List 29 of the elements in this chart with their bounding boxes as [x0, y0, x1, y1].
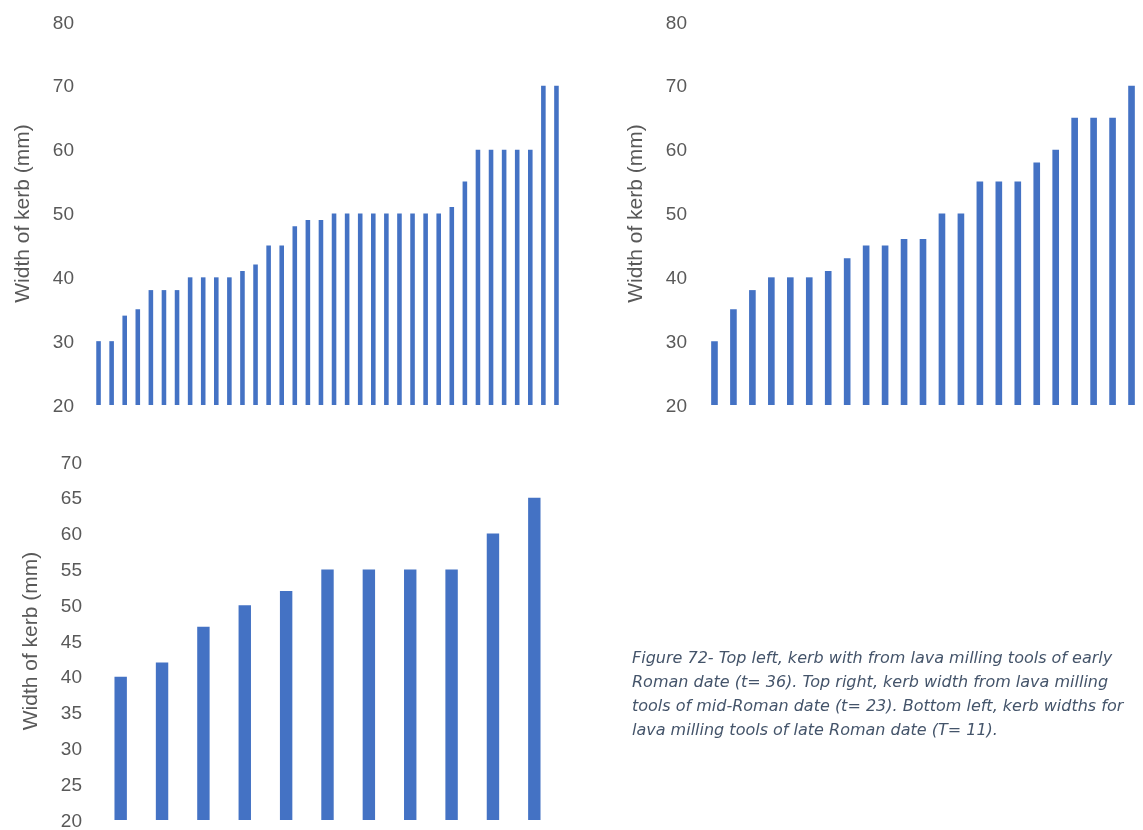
y-tick-label: 45 [60, 630, 82, 652]
y-axis-title: Width of kerb (mm) [18, 551, 41, 731]
y-tick-label: 55 [60, 558, 82, 580]
y-axis-title: Width of kerb (mm) [10, 124, 33, 303]
y-tick-label: 70 [52, 75, 74, 97]
y-tick-label: 30 [665, 330, 687, 352]
y-tick-label: 25 [60, 773, 82, 795]
y-tick-label: 30 [60, 737, 82, 759]
y-tick-label: 40 [60, 666, 82, 688]
y-tick-label: 60 [60, 523, 82, 545]
y-tick-label: 50 [52, 203, 74, 224]
y-tick-label: 40 [52, 266, 74, 288]
y-tick-label: 80 [665, 11, 687, 33]
y-tick-label: 40 [665, 266, 687, 288]
y-tick-label: 60 [665, 139, 687, 161]
y-tick-label: 20 [52, 394, 74, 416]
caption: Figure 72- Top left, kerb with from lava milling tools of early Roman date (t= 36). Top right, kerb width from lava milling tools of mid-Roman date (t= 23). Bottom left, kerb widths for lava milling tools of late Roman date (T= 11). [632, 647, 1125, 741]
y-tick-label: 65 [60, 487, 82, 509]
y-tick-label: 20 [665, 394, 687, 416]
y-tick-label: 70 [60, 451, 82, 473]
y-tick-label: 20 [60, 809, 82, 830]
y-tick-label: 50 [665, 203, 687, 224]
y-tick-label: 35 [60, 702, 82, 724]
y-tick-label: 60 [52, 139, 74, 161]
y-tick-label: 50 [60, 594, 82, 616]
y-axis-title: Width of kerb (mm) [623, 124, 646, 303]
y-tick-label: 70 [665, 75, 687, 97]
y-tick-label: 30 [52, 330, 74, 352]
y-tick-label: 80 [52, 11, 74, 33]
